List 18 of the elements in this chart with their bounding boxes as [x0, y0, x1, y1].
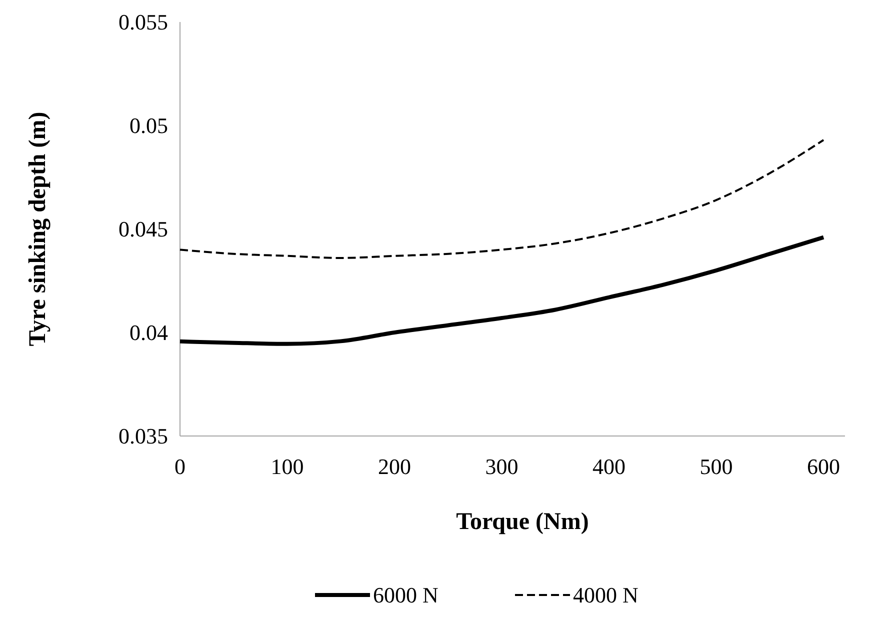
x-tick-label: 0 [174, 454, 186, 479]
line-series [179, 138, 825, 259]
x-tick-label: 300 [485, 454, 518, 479]
x-axis-title: Torque (Nm) [456, 509, 589, 535]
y-tick-label: 0.035 [118, 424, 168, 449]
x-tick-label: 200 [378, 454, 412, 479]
legend-label: 4000 N [573, 582, 638, 608]
x-tick-label: 100 [270, 454, 304, 479]
y-axis-title: Tyre sinking depth (m) [25, 112, 51, 346]
y-tick-label: 0.05 [130, 113, 168, 138]
y-tick-label: 0.04 [130, 320, 168, 346]
legend-label: 6000 N [373, 582, 438, 608]
y-tick-label: 0.045 [118, 216, 168, 242]
y-tick-label: 0.055 [118, 10, 168, 35]
x-tick-label: 400 [592, 454, 626, 479]
x-tick-label: 600 [807, 454, 840, 479]
x-tick-label: 500 [700, 454, 733, 479]
line-series [178, 235, 826, 346]
